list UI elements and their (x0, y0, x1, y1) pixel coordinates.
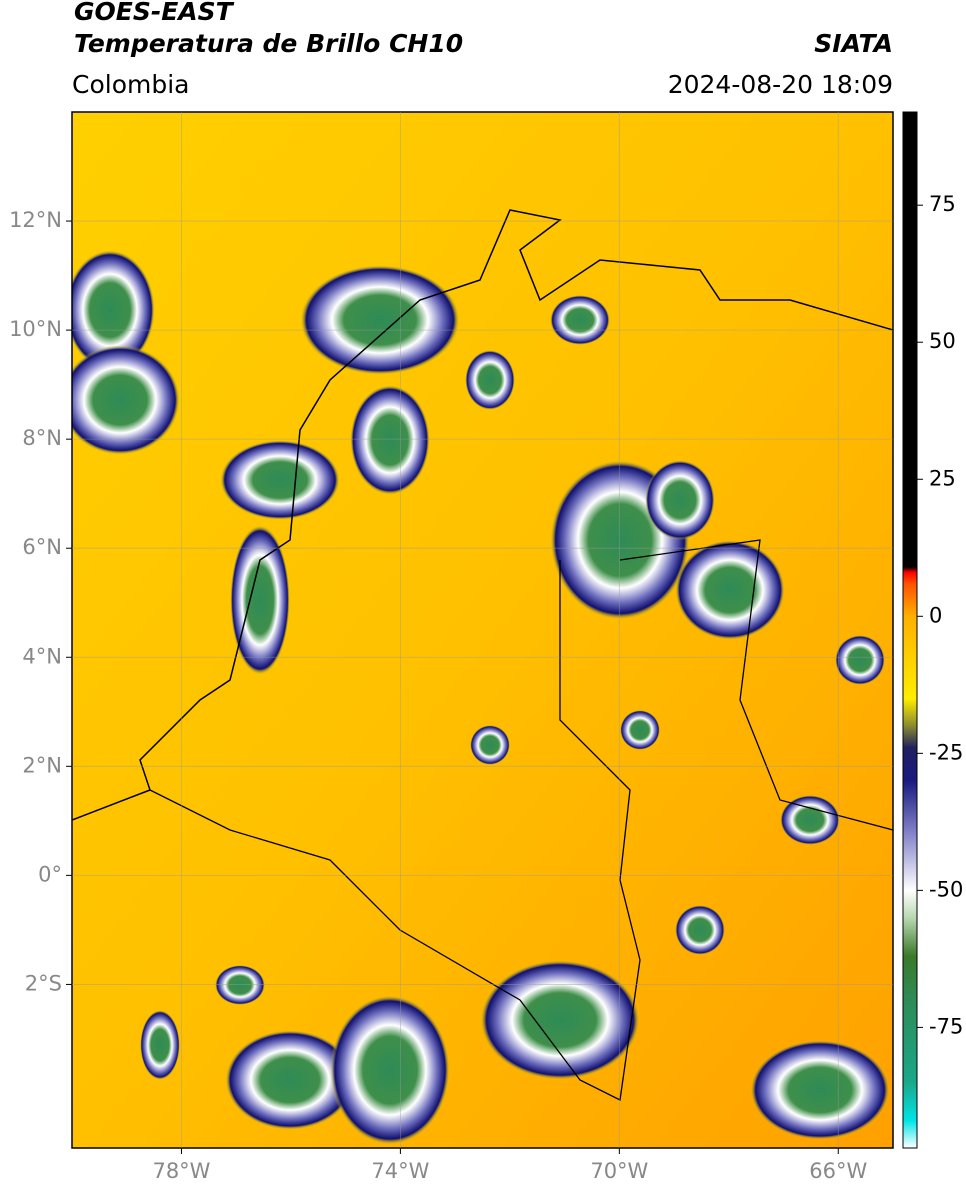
cloud (215, 965, 265, 1005)
datetime: 2024-08-20 18:09 (668, 70, 893, 99)
cloud (780, 795, 840, 845)
title: GOES-EAST (74, 0, 235, 26)
cloud (620, 710, 660, 750)
x-tick-label: 78°W (152, 1159, 210, 1183)
y-tick-label: 2°S (25, 971, 62, 995)
cloud (470, 725, 510, 765)
colorbar-tick-label: -25 (929, 740, 963, 764)
cloud (220, 440, 340, 520)
x-tick-label: 70°W (590, 1159, 648, 1183)
y-tick-label: 6°N (22, 535, 62, 559)
cloud (675, 905, 725, 955)
colorbar-tick-label: 0 (929, 603, 942, 627)
x-tick-label: 74°W (371, 1159, 429, 1183)
colorbar-tick-label: 50 (929, 329, 956, 353)
y-tick-label: 12°N (9, 208, 62, 232)
cloud (675, 540, 785, 640)
cloud (645, 460, 715, 540)
colorbar-tick-label: -50 (929, 877, 963, 901)
cloud (350, 385, 430, 495)
region: Colombia (72, 70, 189, 99)
cloud (550, 295, 610, 345)
cloud (225, 1030, 355, 1130)
y-tick-label: 10°N (9, 317, 62, 341)
cloud (230, 525, 290, 675)
source: SIATA (814, 29, 893, 58)
colorbar-tick-label: -75 (929, 1014, 963, 1038)
y-tick-label: 0° (38, 862, 62, 886)
cloud (480, 960, 640, 1080)
cloud (835, 635, 885, 685)
cloud (72, 345, 180, 455)
colorbar-frame (902, 111, 918, 1149)
map-frame (71, 111, 894, 1149)
cloud (465, 350, 515, 410)
subtitle: Temperatura de Brillo CH10 (74, 29, 463, 58)
cloud (140, 1010, 180, 1080)
colorbar-tick-label: 75 (929, 192, 956, 216)
y-tick-label: 8°N (22, 426, 62, 450)
cloud (750, 1040, 890, 1140)
cloud (72, 250, 155, 370)
colorbar-tick-label: 25 (929, 466, 956, 490)
x-tick-label: 66°W (809, 1159, 867, 1183)
map-image (72, 112, 893, 1148)
cloud (330, 995, 450, 1145)
y-tick-label: 2°N (22, 753, 62, 777)
cloud (300, 265, 460, 375)
y-tick-label: 4°N (22, 644, 62, 668)
colorbar (903, 112, 917, 1148)
